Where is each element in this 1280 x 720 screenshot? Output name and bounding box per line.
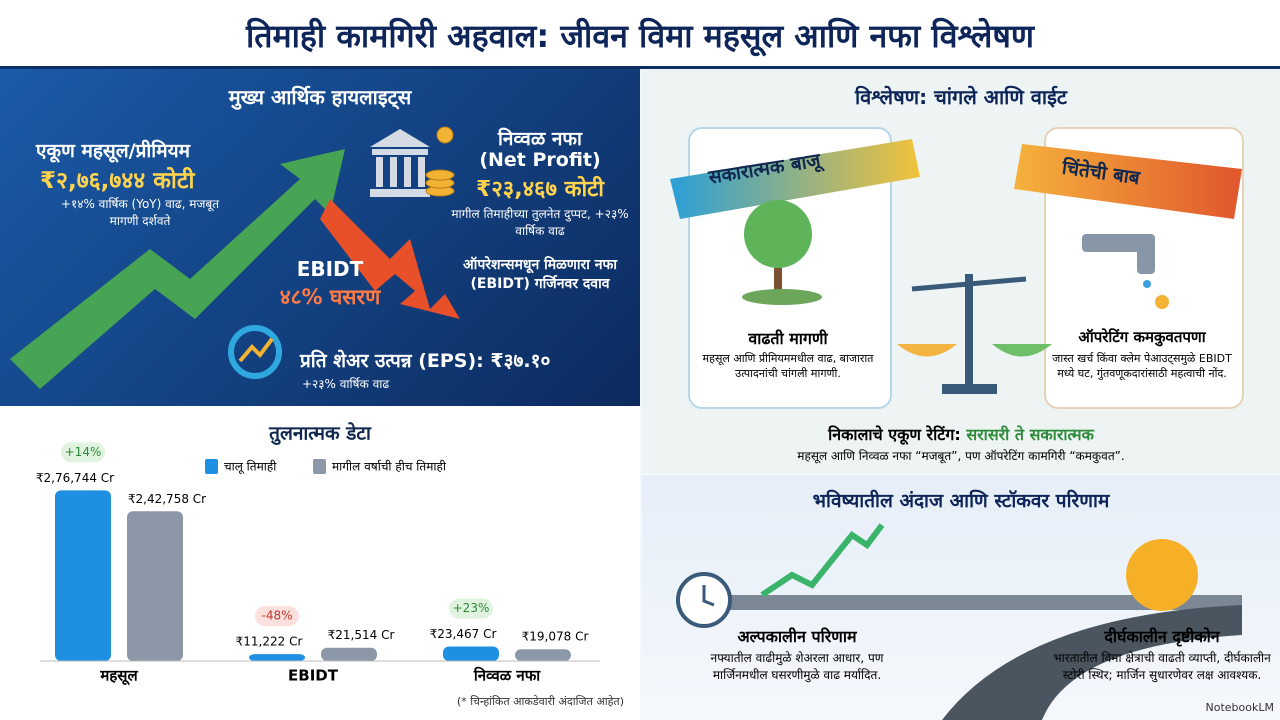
bar [443,646,499,661]
x-tick-label: महसूल [99,667,138,686]
legend-label: चालू तिमाही [224,460,277,475]
ebidt-note: ऑपरेशन्समधून मिळणारा नफा (EBIDT) गर्जिनव… [463,257,617,292]
verdict-label: निकालाचे एकूण रेटिंग: [828,425,961,444]
verdict-rating: सरासरी ते सकारात्मक [966,425,1094,444]
outlook-panel: भविष्यातील अंदाज आणि स्टॉकवर परिणाम अल्प… [642,475,1280,720]
net-profit-label-en: (Net Profit) [479,149,601,171]
value-label: ₹2,76,744 Cr [36,471,114,485]
ebidt-label: EBIDT [296,257,364,281]
bar [515,649,571,661]
bar [127,511,183,661]
legend-label: मागील वर्षाची हीच तिमाही [332,460,447,474]
comparison-panel: तुलनात्मक डेटा चालू तिमाही मागील वर्षाची ह… [0,406,640,720]
footnote: (* चिन्हांकित आकडेवारी अंदाजित आहेत) [456,695,624,708]
bar [55,490,111,661]
ebidt-value: ४८% घसरण [279,285,381,309]
change-label: +14% [65,445,102,459]
bar [321,647,377,661]
analysis-title: विश्लेषण: चांगले आणि वाईट [855,85,1067,109]
value-label: ₹11,222 Cr [236,635,303,649]
value-label: ₹23,467 Cr [430,627,497,641]
long-term-text: भारतातील विमा क्षेत्राची वाढती व्याप्ती,… [1053,651,1271,682]
revenue-value: ₹२,७६,७४४ कोटी [40,168,195,194]
analysis-art [670,139,1242,394]
change-badge [61,442,105,463]
value-label: ₹21,514 Cr [328,628,395,642]
bar-chart: तुलनात्मक डेटा चालू तिमाही मागील वर्षाची ह… [36,422,600,686]
legend-swatch [313,459,326,474]
eps-label: प्रति शेअर उत्पन्न (EPS): ₹३७.१० [300,350,551,372]
positive-heading: वाढती मागणी [748,329,828,348]
analysis-panel: विश्लेषण: चांगले आणि वाईट सकारात्मक बाजू… [642,69,1280,473]
x-tick-label: निव्वळ नफा [473,667,541,685]
long-term-heading: दीर्घकालीन दृष्टीकोन [1104,627,1220,646]
highlight-art [10,126,460,389]
revenue-note: +१४% वार्षिक (YoY) वाढ, मजबूत मागणी दर्श… [60,197,220,228]
value-label: ₹2,42,758 Cr [128,492,206,506]
revenue-label: एकूण महसूल/प्रीमियम [36,140,190,162]
positive-text: महसूल आणि प्रीमियममधील वाढ, बाजारात उत्प… [702,352,874,380]
change-label: +23% [453,601,490,615]
verdict-text: महसूल आणि निव्वळ नफा “मजबूत”, पण ऑपरेटिं… [797,449,1125,463]
concern-text: जास्त खर्च किंवा क्लेम पेआउट्समुळे EBIDT… [1052,352,1232,380]
change-label: -48% [261,609,292,623]
bar [249,654,305,661]
eps-note: +२३% वार्षिक वाढ [302,377,390,391]
outlook-title: भविष्यातील अंदाज आणि स्टॉकवर परिणाम [812,490,1110,512]
x-tick-label: EBIDT [288,667,339,685]
page-title: तिमाही कामगिरी अहवाल: जीवन विमा महसूल आण… [0,0,1280,69]
value-label: ₹19,078 Cr [522,630,589,644]
chart-title: तुलनात्मक डेटा [268,422,372,446]
short-term-heading: अल्पकालीन परिणाम [737,627,857,646]
short-term-text: नफ्यातील वाढीमुळे शेअरला आधार, पण मार्जि… [710,651,884,682]
legend-swatch [205,459,218,474]
highlights-panel: मुख्य आर्थिक हायलाइट्स एकूण महसूल/प्रीमि… [0,69,640,406]
verdict: निकालाचे एकूण रेटिंग: सरासरी ते सकारात्म… [642,423,1280,445]
outlook-art [676,523,1242,720]
net-profit-label: निव्वळ नफा [498,128,582,150]
net-profit-value: ₹२३,४६७ कोटी [476,177,604,202]
highlights-title: मुख्य आर्थिक हायलाइट्स [228,85,412,109]
net-profit-note: मागील तिमाहीच्या तुलनेत दुप्पट, +२३% वार… [451,207,629,238]
change-badge [255,606,299,627]
change-badge [449,598,493,619]
brand: NotebookLM [1205,701,1274,714]
concern-heading: ऑपरेटिंग कमकुवतपणा [1078,328,1206,346]
